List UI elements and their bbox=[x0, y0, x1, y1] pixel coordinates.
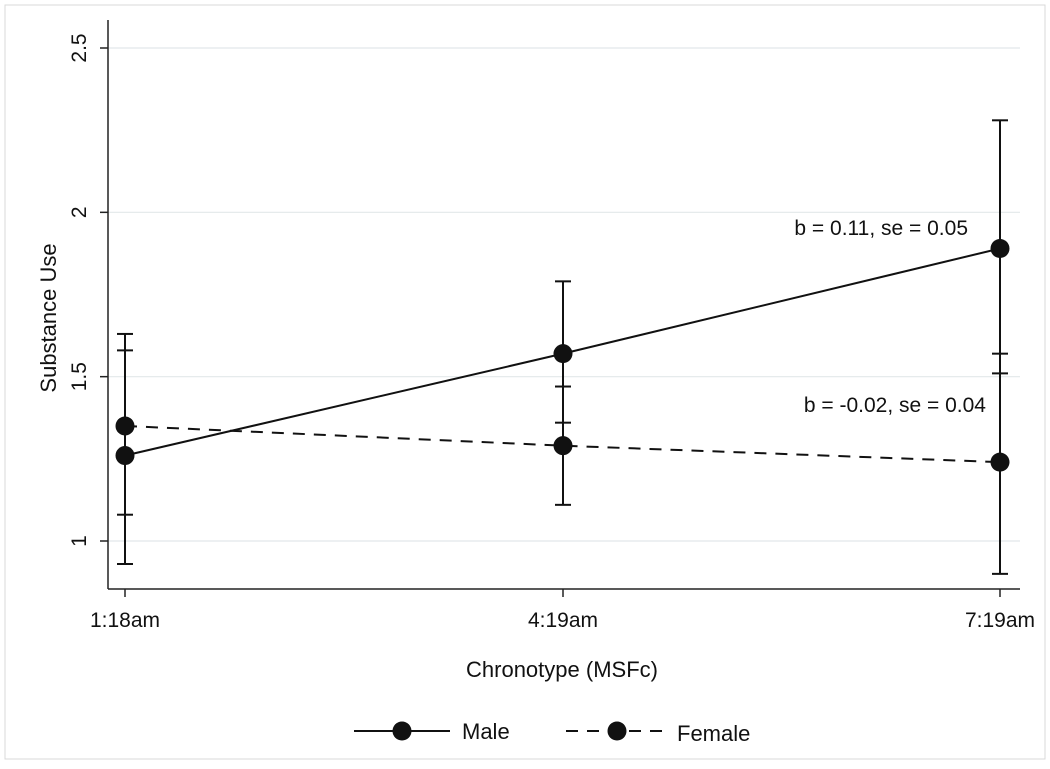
legend-marker-male bbox=[392, 721, 412, 741]
x-axis-title: Chronotype (MSFc) bbox=[466, 657, 658, 682]
point-male-2 bbox=[990, 238, 1010, 258]
y-tick-label-2: 2 bbox=[68, 206, 91, 218]
y-tick-label-1: 1.5 bbox=[68, 362, 91, 391]
point-female-2 bbox=[990, 452, 1010, 472]
point-female-0 bbox=[115, 416, 135, 436]
x-tick-label-0: 1:18am bbox=[90, 609, 160, 632]
y-axis: 1 1.5 2 2.5 bbox=[68, 20, 109, 589]
y-axis-title: Substance Use bbox=[36, 243, 61, 392]
outer-border bbox=[4, 4, 1046, 760]
legend-label-female: Female bbox=[677, 721, 750, 746]
point-male-1 bbox=[553, 344, 573, 364]
x-tick-label-1: 4:19am bbox=[528, 609, 598, 632]
x-axis: 1:18am 4:19am 7:19am bbox=[90, 588, 1035, 632]
legend-label-male: Male bbox=[462, 719, 510, 744]
y-tick-label-0: 1 bbox=[68, 535, 91, 547]
annotation-male: b = 0.11, se = 0.05 bbox=[794, 217, 968, 240]
series-layer bbox=[115, 119, 1010, 575]
legend: Male Female bbox=[354, 719, 750, 746]
x-tick-label-2: 7:19am bbox=[965, 609, 1035, 632]
y-tick-label-3: 2.5 bbox=[68, 33, 91, 62]
gridlines bbox=[108, 47, 1020, 542]
point-female-1 bbox=[553, 436, 573, 456]
legend-marker-female bbox=[607, 721, 627, 741]
series-female bbox=[115, 332, 1010, 575]
annotation-female: b = -0.02, se = 0.04 bbox=[804, 394, 986, 417]
